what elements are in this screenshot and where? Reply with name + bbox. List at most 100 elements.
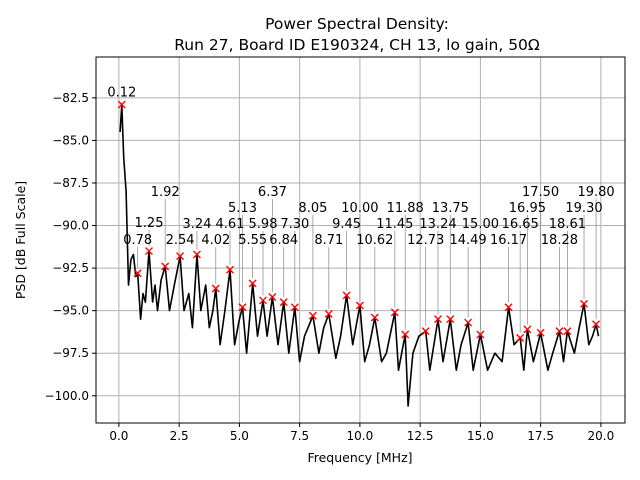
chart-title-line-1: Power Spectral Density:: [265, 15, 449, 33]
peak-marker-stroke: [259, 296, 268, 305]
peak-marker: [563, 327, 572, 336]
peak-label: 4.61: [216, 217, 245, 232]
peak-label: 12.73: [407, 233, 444, 248]
peak-marker-stroke: [592, 320, 601, 329]
chart-title-line-2: Run 27, Board ID E190324, CH 13, lo gain…: [174, 36, 540, 54]
y-tick-label: −100.0: [45, 389, 89, 403]
x-tick-label: 7.5: [290, 429, 309, 443]
peak-marker-stroke: [290, 303, 299, 312]
peak-label: 16.17: [490, 233, 527, 248]
peak-marker: [421, 327, 430, 336]
peak-marker: [476, 330, 485, 339]
peak-marker-stroke: [504, 303, 513, 312]
peak-marker: [259, 296, 268, 305]
peak-marker-stroke: [355, 301, 364, 310]
x-tick-label: 20.0: [588, 429, 615, 443]
peak-marker-stroke: [192, 250, 201, 259]
peak-label: 8.05: [298, 201, 327, 216]
peak-marker: [211, 284, 220, 293]
peak-marker-stroke: [211, 284, 220, 293]
peak-label: 11.88: [387, 201, 424, 216]
peak-label: 6.84: [269, 233, 298, 248]
peak-leader-lines: [137, 199, 597, 333]
y-tick-label: −82.5: [52, 91, 89, 105]
axis-ticks: 0.0 2.5 5.0 7.5 10.0 12.5 15.0 17.5 20.0 −82.5 −85…: [45, 91, 615, 443]
peak-marker: [268, 293, 277, 302]
peak-marker: [504, 303, 513, 312]
peak-label: 4.02: [201, 233, 230, 248]
peak-label: 15.00: [462, 217, 499, 232]
peak-label: 1.92: [151, 185, 180, 200]
x-tick-label: 5.0: [230, 429, 249, 443]
peak-marker: [176, 252, 185, 261]
peak-label: 5.98: [249, 217, 278, 232]
peak-marker: [370, 313, 379, 322]
peak-marker-stroke: [238, 303, 247, 312]
peak-marker: [308, 311, 317, 320]
peak-marker: [145, 247, 154, 256]
x-tick-label: 17.5: [527, 429, 554, 443]
peak-marker-stroke: [176, 252, 185, 261]
peak-label: 8.71: [314, 233, 343, 248]
peak-marker: [580, 299, 589, 308]
x-tick-label: 15.0: [467, 429, 494, 443]
peak-marker-stroke: [248, 279, 257, 288]
y-axis-label: PSD [dB Full Scale]: [13, 181, 28, 299]
peak-marker-stroke: [563, 327, 572, 336]
peak-label: 19.80: [577, 185, 614, 200]
peak-marker-stroke: [342, 291, 351, 300]
peak-marker: [161, 262, 170, 271]
peak-marker: [516, 333, 525, 342]
peak-marker: [226, 265, 234, 274]
peak-marker-stroke: [370, 313, 379, 322]
peak-marker: [433, 315, 442, 324]
x-tick-label: 12.5: [407, 429, 434, 443]
peak-label: 2.54: [166, 233, 195, 248]
peak-marker: [355, 301, 364, 310]
peak-label: 7.30: [280, 217, 309, 232]
peak-label: 3.24: [183, 217, 212, 232]
peak-label: 10.62: [356, 233, 393, 248]
peak-label: 6.37: [258, 185, 287, 200]
y-tick-label: −87.5: [52, 176, 89, 190]
peak-label: 5.13: [228, 201, 257, 216]
peak-marker: [523, 325, 532, 334]
peak-label: 0.12: [107, 86, 136, 101]
peak-marker: [446, 315, 455, 324]
y-tick-label: −97.5: [52, 346, 89, 360]
peak-marker-stroke: [145, 247, 154, 256]
peak-marker: [555, 327, 564, 336]
peak-markers: [117, 100, 601, 342]
peak-label: 9.45: [332, 217, 361, 232]
peak-label: 1.25: [135, 216, 164, 231]
peak-marker: [401, 330, 410, 339]
peak-label: 13.75: [432, 201, 469, 216]
peak-marker-stroke: [161, 262, 170, 271]
peak-marker: [592, 320, 601, 329]
peak-marker: [290, 303, 299, 312]
peak-marker: [279, 298, 288, 307]
y-tick-label: −95.0: [52, 304, 89, 318]
x-tick-label: 0.0: [109, 429, 128, 443]
peak-marker-stroke: [555, 327, 564, 336]
peak-marker-stroke: [476, 330, 485, 339]
peak-marker: [117, 100, 126, 109]
peak-marker: [248, 279, 257, 288]
peak-marker-stroke: [464, 318, 473, 327]
peak-label: 19.30: [565, 201, 602, 216]
peak-marker-stroke: [308, 311, 317, 320]
peak-label: 18.61: [549, 217, 586, 232]
plot-frame: [95, 56, 626, 424]
peak-marker-stroke: [446, 315, 455, 324]
peak-marker-stroke: [523, 325, 532, 334]
y-tick-label: −85.0: [52, 133, 89, 147]
peak-label: 11.45: [376, 217, 413, 232]
peak-label: 13.24: [419, 217, 456, 232]
peak-marker-stroke: [401, 330, 410, 339]
peak-marker-stroke: [421, 327, 430, 336]
peak-marker-stroke: [390, 308, 399, 317]
peak-annotations: 0.12 0.78 1.25 1.92 2.543.244.024.615.13 5.55…: [107, 86, 614, 248]
peak-label: 16.65: [502, 217, 539, 232]
